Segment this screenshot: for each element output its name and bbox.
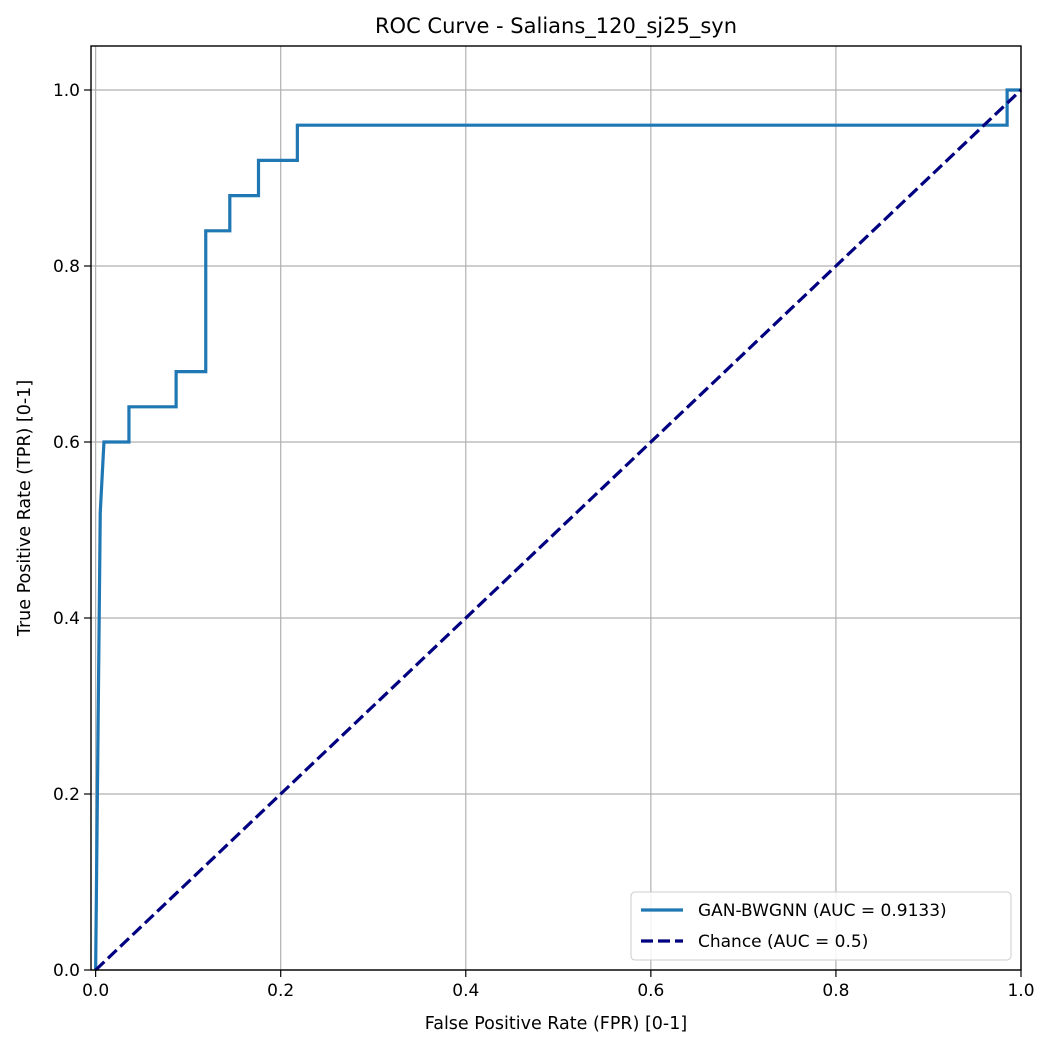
chance-line: [94, 88, 1023, 972]
y-tick-label: 0.2: [53, 785, 80, 805]
legend-label-chance: Chance (AUC = 0.5): [698, 932, 868, 952]
legend-box: [630, 891, 1012, 961]
y-tick-label: 0.4: [53, 609, 80, 629]
x-tick-label: 0.4: [452, 981, 479, 1001]
x-axis-title: False Positive Rate (FPR) [0-1]: [425, 1014, 687, 1034]
x-tick-label: 0.0: [82, 981, 109, 1001]
y-tick-label: 0.6: [53, 433, 80, 453]
x-tick-label: 0.2: [267, 981, 294, 1001]
roc-curve-line: [94, 88, 1021, 971]
x-tick-label: 0.8: [822, 981, 849, 1001]
y-axis-title: True Positive Rate (TPR) [0-1]: [15, 380, 35, 637]
chart-title: ROC Curve - Salians_120_sj25_syn: [375, 14, 737, 39]
plot-frame: [90, 45, 1022, 971]
legend-label-gan-bwgnn: GAN-BWGNN (AUC = 0.9133): [698, 901, 947, 921]
ticks-layer: 0.0 0.2 0.4 0.6 0.8 1.0 0.0 0.2 0.4 0.6 0.8 1.0: [53, 81, 1035, 1001]
y-tick-label: 1.0: [53, 81, 80, 101]
legend: GAN-BWGNN (AUC = 0.9133) Chance (AUC = 0…: [630, 891, 1012, 961]
x-tick-label: 0.6: [637, 981, 664, 1001]
series-layer: [94, 88, 1023, 972]
y-tick-label: 0.8: [53, 257, 80, 277]
x-tick-label: 1.0: [1007, 981, 1034, 1001]
y-tick-label: 0.0: [53, 961, 80, 981]
